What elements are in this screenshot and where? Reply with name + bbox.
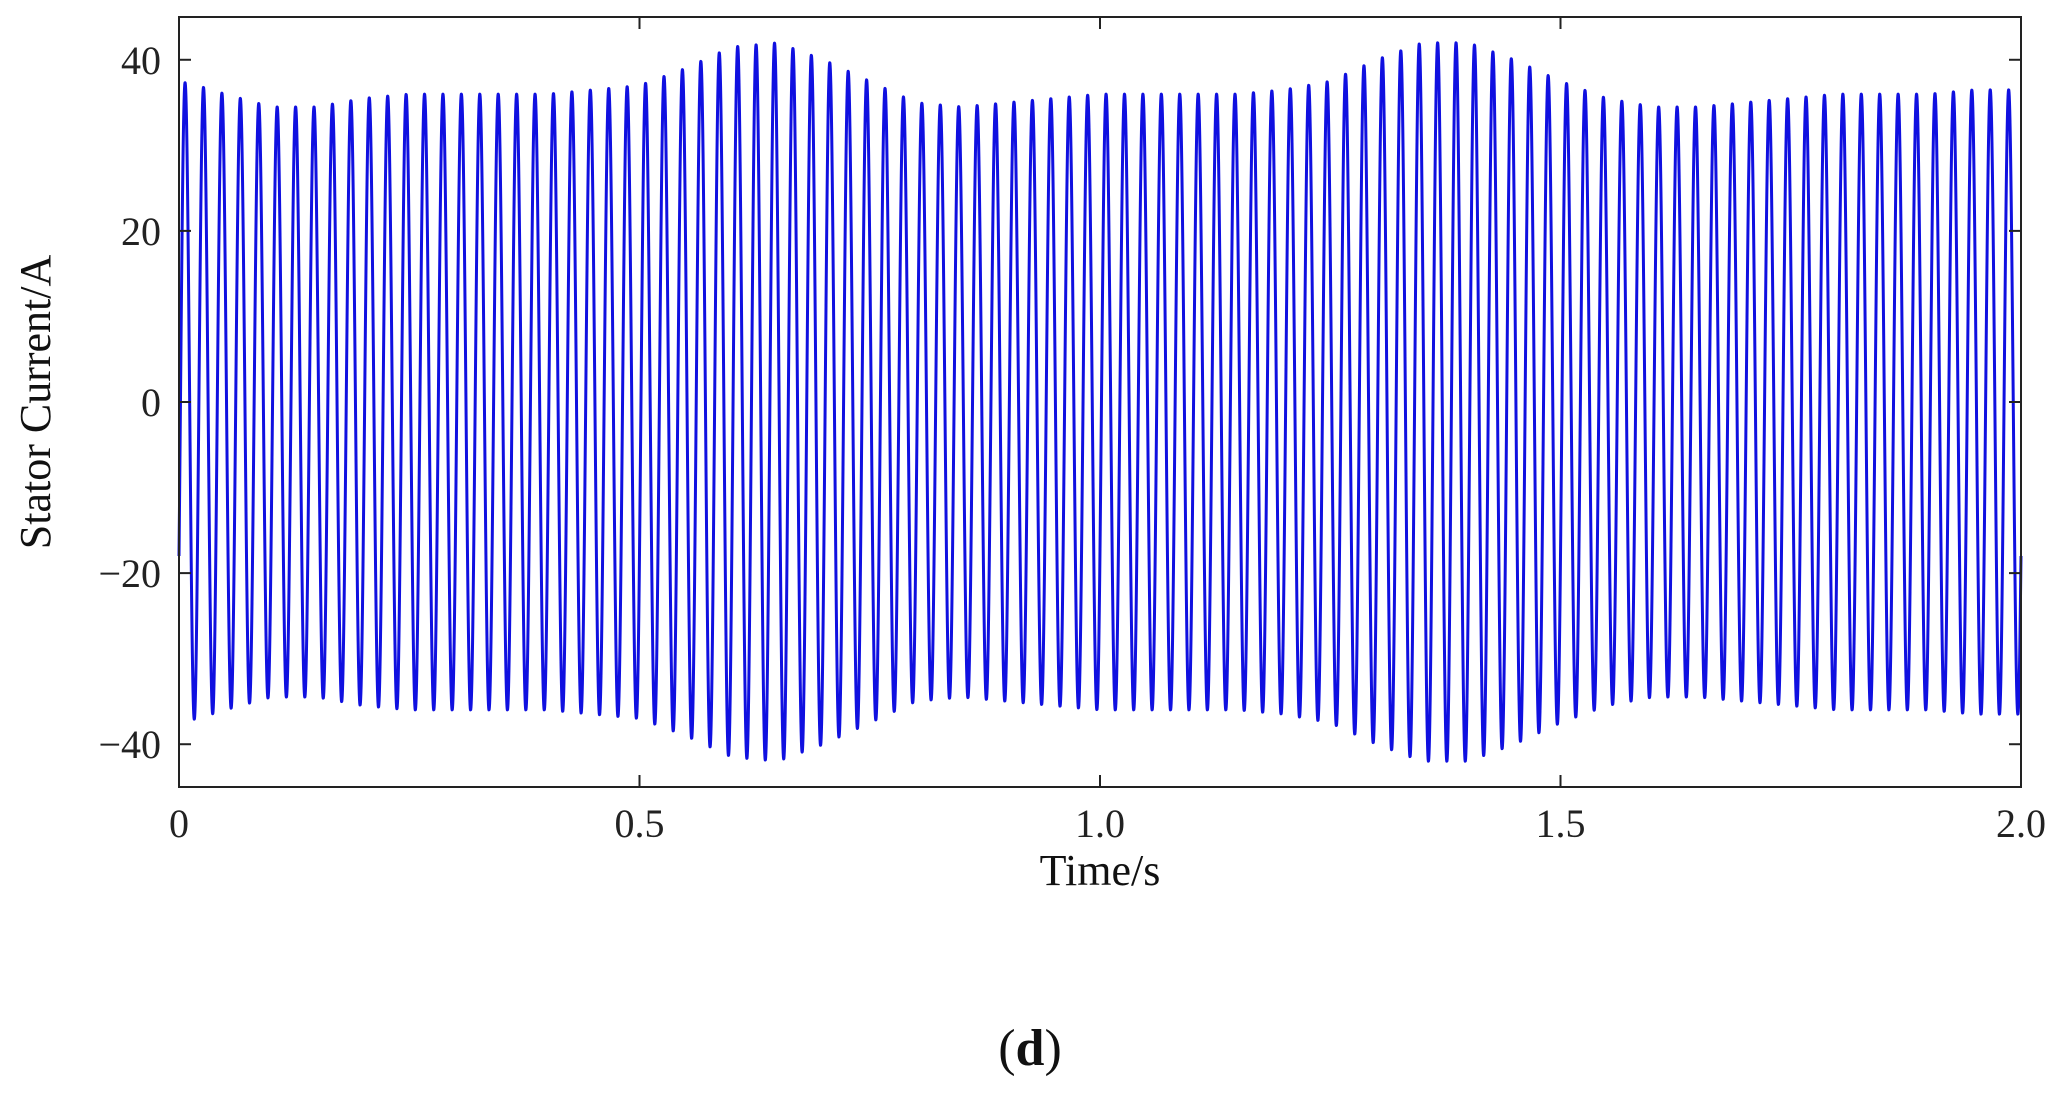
y-tick-label: −20 bbox=[98, 551, 161, 596]
x-axis: 0 0.5 1.0 1.5 2.0 bbox=[169, 17, 2046, 846]
plot-area bbox=[177, 16, 2023, 788]
x-axis-title: Time/s bbox=[1040, 846, 1161, 895]
panel-label-letter: d bbox=[1016, 1020, 1045, 1077]
panel-label-close: ) bbox=[1044, 1020, 1061, 1077]
x-tick-label: 1.5 bbox=[1536, 801, 1586, 846]
series-line-stator-current bbox=[177, 41, 2023, 763]
y-tick-label: 20 bbox=[121, 209, 161, 254]
y-tick-label: 0 bbox=[141, 380, 161, 425]
y-tick-label: −40 bbox=[98, 722, 161, 767]
y-axis: 40 20 0 −20 −40 bbox=[98, 38, 2021, 767]
x-tick-label: 0.5 bbox=[615, 801, 665, 846]
x-tick-label: 2.0 bbox=[1996, 801, 2046, 846]
x-tick-label: 0 bbox=[169, 801, 189, 846]
y-tick-label: 40 bbox=[121, 38, 161, 83]
panel-label-open: ( bbox=[998, 1020, 1015, 1077]
x-tick-label: 1.0 bbox=[1075, 801, 1125, 846]
y-axis-title: Stator Current/A bbox=[11, 255, 60, 550]
panel-label: (d) bbox=[998, 1020, 1062, 1077]
